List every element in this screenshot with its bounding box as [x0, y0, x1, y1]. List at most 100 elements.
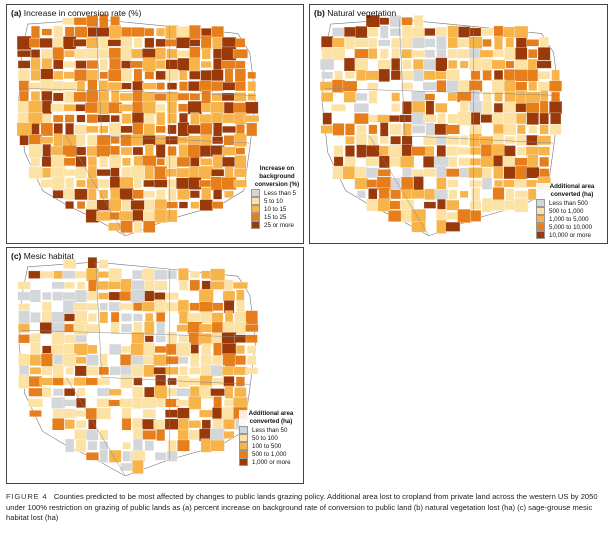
county-cell [41, 100, 52, 115]
legend-label: 50 to 100 [252, 434, 278, 442]
legend-label: 500 to 1,000 [252, 450, 287, 458]
county-cell [97, 114, 111, 123]
county-cell [222, 290, 236, 302]
county-cell [165, 356, 179, 365]
county-cell [189, 190, 200, 199]
county-cell [142, 48, 157, 59]
county-cell [74, 365, 88, 377]
county-cell [516, 113, 527, 125]
county-cell [120, 345, 133, 354]
county-cell [76, 387, 86, 397]
county-cell [63, 343, 76, 356]
county-cell [482, 100, 493, 115]
county-cell [210, 439, 225, 452]
county-cell [424, 49, 436, 58]
county-cell [87, 344, 98, 355]
county-cell [30, 69, 41, 81]
county-cell [97, 377, 111, 386]
county-cell [391, 37, 401, 48]
county-cell [142, 135, 157, 146]
county-cell [130, 289, 146, 304]
county-cell [144, 199, 155, 212]
county-cell [144, 71, 155, 80]
county-cell [74, 270, 88, 279]
county-cell [99, 58, 108, 71]
county-cell [437, 113, 446, 125]
county-cell [62, 134, 77, 146]
county-cell [154, 165, 168, 180]
county-cell [119, 210, 134, 222]
county-cell [131, 364, 145, 377]
county-cell [401, 135, 413, 145]
county-cell [177, 57, 190, 71]
county-cell [222, 82, 236, 91]
county-cell [131, 27, 145, 37]
county-cell [120, 46, 133, 61]
county-cell [51, 176, 65, 191]
county-cell [178, 267, 189, 282]
county-cell [200, 354, 212, 366]
county-cell [166, 91, 178, 103]
county-cell [76, 134, 86, 147]
county-cell [345, 145, 355, 157]
county-cell [190, 157, 200, 167]
county-cell [167, 188, 177, 201]
county-cell [411, 26, 426, 38]
county-cell [320, 125, 334, 134]
county-cell [400, 37, 414, 49]
county-cell [131, 134, 145, 146]
county-cell [411, 221, 426, 233]
county-cell [527, 49, 538, 59]
county-cell [121, 418, 132, 431]
figure-label: FIGURE 4 [6, 492, 48, 501]
county-cell [166, 48, 178, 59]
county-cell [176, 25, 191, 39]
county-cell [469, 200, 482, 210]
legend-item: 5 to 10 [251, 197, 303, 205]
county-cell [447, 113, 458, 124]
legend-swatch [536, 215, 545, 223]
county-cell [367, 82, 379, 90]
county-cell [411, 146, 426, 156]
state-boundary [101, 135, 250, 144]
county-cell [232, 48, 248, 59]
county-cell [213, 122, 223, 137]
county-cell [424, 28, 436, 36]
county-cell [457, 38, 471, 48]
county-cell [389, 27, 402, 37]
county-cell [18, 374, 30, 389]
county-cell [167, 124, 177, 135]
county-cell [514, 69, 529, 82]
county-cell [481, 198, 493, 213]
county-cell [457, 208, 472, 224]
county-cell [221, 343, 237, 356]
county-cell [528, 125, 538, 134]
county-cell [74, 429, 88, 441]
county-cell [539, 156, 550, 167]
legend-item: 50 to 100 [239, 434, 303, 442]
county-cell [188, 420, 202, 429]
county-cell [322, 112, 332, 125]
county-cell [378, 155, 390, 169]
legend-title-line: converted (ha) [550, 191, 594, 198]
county-cell [436, 49, 447, 59]
panel-title-b: (b) Natural vegetation [314, 8, 396, 18]
county-cell [42, 291, 52, 301]
county-cell [201, 280, 211, 291]
legend-swatch [239, 450, 248, 458]
county-cell [98, 292, 110, 300]
county-cell [74, 289, 87, 303]
county-cell [233, 133, 247, 147]
county-cell [86, 366, 99, 376]
county-cell [41, 366, 53, 376]
county-cell [88, 279, 97, 292]
county-cell [75, 146, 87, 156]
county-cell [16, 122, 32, 137]
state-boundary [21, 88, 256, 96]
county-cell [167, 331, 178, 346]
county-cell [98, 366, 110, 376]
county-cell [190, 271, 200, 279]
county-cell [436, 36, 447, 50]
county-cell [321, 47, 333, 61]
county-cell [245, 324, 259, 333]
